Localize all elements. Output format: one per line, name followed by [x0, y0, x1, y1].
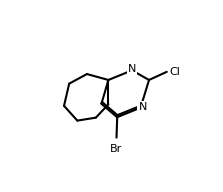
Text: N: N [138, 102, 147, 112]
Text: N: N [128, 64, 136, 74]
Text: Br: Br [110, 144, 122, 154]
Text: Cl: Cl [169, 67, 180, 77]
